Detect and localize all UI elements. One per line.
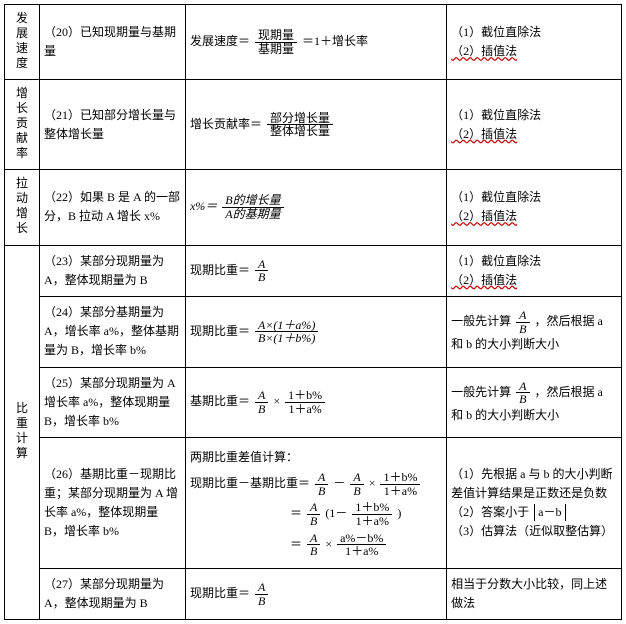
- method-cell: 一般先计算 A B ，然后根据 a 和 b 的大小判断大小: [447, 367, 622, 438]
- fraction: 部分增长量 整体增长量: [267, 112, 333, 138]
- method-cell: （1）截位直除法 （2）插值法: [447, 80, 622, 170]
- abs-value: a－b: [534, 504, 565, 521]
- condition-cell: （24）某部分基期量为 A，增长率 a%，整体基期量为 B，增长率 b%: [39, 296, 185, 367]
- category-label: 比重计算: [16, 401, 28, 461]
- category-cell: 拉动增长: [5, 170, 40, 245]
- method-cell: （1）截位直除法 （2）插值法: [447, 245, 622, 296]
- fraction: B的增长量 A的基期量: [222, 194, 283, 220]
- condition-cell: （21）已知部分增长量与整体增长量: [39, 80, 185, 170]
- fraction: 现期量 基期量: [255, 29, 297, 55]
- formula-table: 发展速度 （20）已知现期量与基期量 发展速度＝ 现期量 基期量 ＝1＋增长率 …: [4, 4, 622, 620]
- table-row: （27）某部分现期量为 A，整体现期量为 B 现期比重＝ A B 相当于分数大小…: [5, 568, 622, 619]
- table-row: 比重计算 （23）某部分现期量为 A，整体现期量为 B 现期比重＝ A B （1…: [5, 245, 622, 296]
- fraction: A B: [516, 309, 529, 335]
- formula-lead: 发展速度＝: [190, 34, 250, 48]
- fraction: 1＋b% 1＋a%: [285, 389, 325, 415]
- method-cell: （1）截位直除法 （2）插值法: [447, 5, 622, 80]
- fraction: A×(1＋a%) B×(1＋b%): [255, 319, 318, 345]
- condition-cell: （20）已知现期量与基期量: [39, 5, 185, 80]
- method-cell: 一般先计算 A B ，然后根据 a 和 b 的大小判断大小: [447, 296, 622, 367]
- condition-cell: （23）某部分现期量为 A，整体现期量为 B: [39, 245, 185, 296]
- category-cell: 比重计算: [5, 245, 40, 620]
- fraction: A B: [255, 389, 268, 415]
- formula-cell: 现期比重＝ A B: [185, 245, 446, 296]
- formula-cell: 两期比重差值计算： 现期比重－基期比重＝ AB － AB × 1＋b%1＋a% …: [185, 438, 446, 569]
- category-label: 增长贡献率: [16, 86, 28, 161]
- method-cell: （1）截位直除法 （2）插值法: [447, 170, 622, 245]
- condition-cell: （26）基期比重－现期比重；某部分现期量为 A 增长率 a%，整体现期量 B，增…: [39, 438, 185, 569]
- table-row: （24）某部分基期量为 A，增长率 a%，整体基期量为 B，增长率 b% 现期比…: [5, 296, 622, 367]
- table-row: 拉动增长 （22）如果 B 是 A 的一部分，B 拉动 A 增长 x% x%＝ …: [5, 170, 622, 245]
- table-row: 发展速度 （20）已知现期量与基期量 发展速度＝ 现期量 基期量 ＝1＋增长率 …: [5, 5, 622, 80]
- method-cell: 相当于分数大小比较，同上述做法: [447, 568, 622, 619]
- formula-cell: 基期比重＝ A B × 1＋b% 1＋a%: [185, 367, 446, 438]
- formula-tail: ＝1＋增长率: [302, 34, 368, 48]
- condition-cell: （22）如果 B 是 A 的一部分，B 拉动 A 增长 x%: [39, 170, 185, 245]
- formula-cell: 增长贡献率＝ 部分增长量 整体增长量: [185, 80, 446, 170]
- fraction: A B: [255, 258, 268, 284]
- category-label: 发展速度: [16, 11, 28, 71]
- condition-text: （20）已知现期量与基期量: [44, 25, 176, 58]
- table-row: 增长贡献率 （21）已知部分增长量与整体增长量 增长贡献率＝ 部分增长量 整体增…: [5, 80, 622, 170]
- category-cell: 增长贡献率: [5, 80, 40, 170]
- table-row: （26）基期比重－现期比重；某部分现期量为 A 增长率 a%，整体现期量 B，增…: [5, 438, 622, 569]
- method-cell: （1）先根据 a 与 b 的大小判断差值计算结果是正数还是负数 （2）答案小于 …: [447, 438, 622, 569]
- category-label: 拉动增长: [16, 176, 28, 236]
- condition-cell: （25）某部分现期量为 A 增长率 a%，整体现期量 B，增长率 b%: [39, 367, 185, 438]
- formula-cell: x%＝ B的增长量 A的基期量: [185, 170, 446, 245]
- formula-cell: 发展速度＝ 现期量 基期量 ＝1＋增长率: [185, 5, 446, 80]
- fraction: A B: [516, 380, 529, 406]
- formula-cell: 现期比重＝ A B: [185, 568, 446, 619]
- category-cell: 发展速度: [5, 5, 40, 80]
- fraction: A B: [255, 581, 268, 607]
- condition-cell: （27）某部分现期量为 A，整体现期量为 B: [39, 568, 185, 619]
- table-row: （25）某部分现期量为 A 增长率 a%，整体现期量 B，增长率 b% 基期比重…: [5, 367, 622, 438]
- formula-cell: 现期比重＝ A×(1＋a%) B×(1＋b%): [185, 296, 446, 367]
